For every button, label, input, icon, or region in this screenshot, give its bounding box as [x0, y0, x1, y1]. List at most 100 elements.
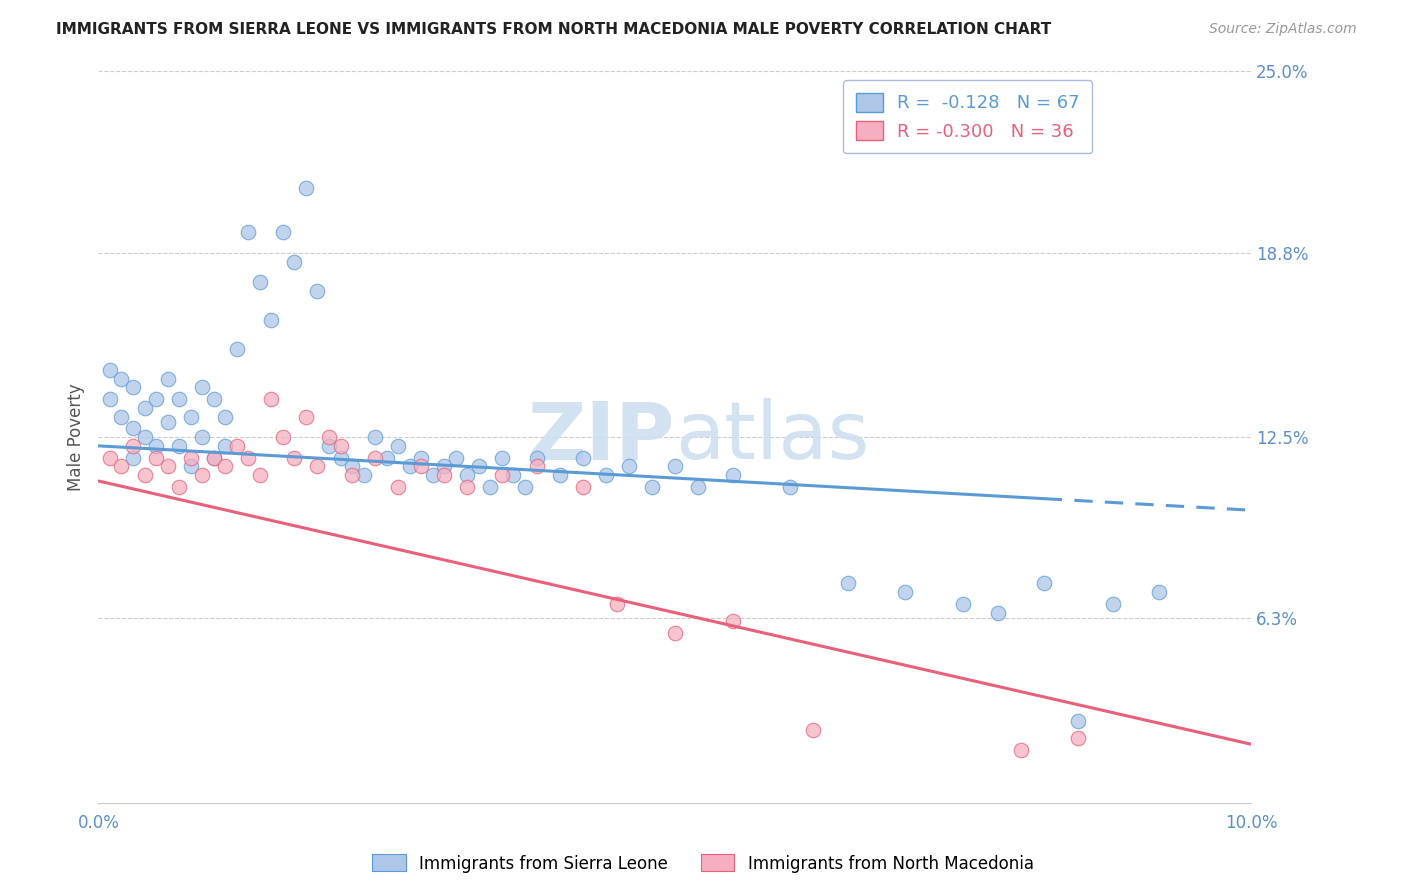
Point	[238, 450, 260, 465]
Point	[444, 450, 467, 465]
Point	[526, 459, 548, 474]
Point	[214, 439, 236, 453]
Point	[422, 468, 444, 483]
Point	[433, 468, 456, 483]
Point	[271, 430, 294, 444]
Point	[167, 480, 190, 494]
Point	[214, 409, 236, 424]
Point	[468, 459, 491, 474]
Point	[191, 430, 214, 444]
Point	[191, 380, 214, 394]
Point	[295, 181, 318, 195]
Point	[122, 380, 145, 394]
Point	[134, 468, 156, 483]
Point	[1067, 714, 1090, 728]
Point	[548, 468, 571, 483]
Point	[202, 450, 225, 465]
Point	[364, 430, 387, 444]
Point	[641, 480, 664, 494]
Point	[721, 468, 744, 483]
Point	[214, 459, 236, 474]
Text: IMMIGRANTS FROM SIERRA LEONE VS IMMIGRANTS FROM NORTH MACEDONIA MALE POVERTY COR: IMMIGRANTS FROM SIERRA LEONE VS IMMIGRAN…	[56, 22, 1052, 37]
Point	[180, 450, 202, 465]
Point	[307, 459, 329, 474]
Point	[894, 585, 917, 599]
Point	[340, 459, 363, 474]
Point	[801, 723, 824, 737]
Point	[491, 468, 513, 483]
Text: Source: ZipAtlas.com: Source: ZipAtlas.com	[1209, 22, 1357, 37]
Point	[225, 343, 247, 357]
Point	[329, 439, 352, 453]
Point	[180, 459, 202, 474]
Y-axis label: Male Poverty: Male Poverty	[66, 384, 84, 491]
Point	[191, 468, 214, 483]
Point	[1067, 731, 1090, 746]
Point	[1147, 585, 1170, 599]
Legend: Immigrants from Sierra Leone, Immigrants from North Macedonia: Immigrants from Sierra Leone, Immigrants…	[366, 847, 1040, 880]
Point	[686, 480, 709, 494]
Point	[1102, 597, 1125, 611]
Point	[1010, 743, 1032, 757]
Point	[260, 313, 283, 327]
Point	[180, 409, 202, 424]
Legend: R =  -0.128   N = 67, R = -0.300   N = 36: R = -0.128 N = 67, R = -0.300 N = 36	[844, 80, 1092, 153]
Point	[398, 459, 420, 474]
Point	[145, 439, 167, 453]
Point	[664, 459, 686, 474]
Point	[329, 450, 352, 465]
Point	[307, 284, 329, 298]
Point	[340, 468, 363, 483]
Point	[779, 480, 801, 494]
Text: atlas: atlas	[675, 398, 869, 476]
Point	[122, 421, 145, 435]
Point	[456, 480, 478, 494]
Point	[156, 371, 179, 385]
Point	[387, 439, 409, 453]
Point	[571, 480, 593, 494]
Point	[526, 450, 548, 465]
Point	[156, 459, 179, 474]
Text: ZIP: ZIP	[527, 398, 675, 476]
Point	[134, 430, 156, 444]
Point	[387, 480, 409, 494]
Point	[145, 392, 167, 406]
Point	[283, 450, 305, 465]
Point	[375, 450, 398, 465]
Point	[110, 371, 132, 385]
Point	[145, 450, 167, 465]
Point	[456, 468, 478, 483]
Point	[411, 459, 433, 474]
Point	[987, 606, 1010, 620]
Point	[283, 254, 305, 268]
Point	[571, 450, 593, 465]
Point	[318, 430, 340, 444]
Point	[134, 401, 156, 415]
Point	[664, 626, 686, 640]
Point	[433, 459, 456, 474]
Point	[606, 597, 628, 611]
Point	[271, 225, 294, 239]
Point	[837, 576, 859, 591]
Point	[110, 459, 132, 474]
Point	[249, 468, 271, 483]
Point	[167, 439, 190, 453]
Point	[513, 480, 536, 494]
Point	[238, 225, 260, 239]
Point	[595, 468, 617, 483]
Point	[491, 450, 513, 465]
Point	[110, 409, 132, 424]
Point	[721, 615, 744, 629]
Point	[318, 439, 340, 453]
Point	[617, 459, 640, 474]
Point	[952, 597, 974, 611]
Point	[225, 439, 247, 453]
Point	[295, 409, 318, 424]
Point	[249, 275, 271, 289]
Point	[260, 392, 283, 406]
Point	[353, 468, 375, 483]
Point	[98, 363, 121, 377]
Point	[1032, 576, 1054, 591]
Point	[122, 450, 145, 465]
Point	[122, 439, 145, 453]
